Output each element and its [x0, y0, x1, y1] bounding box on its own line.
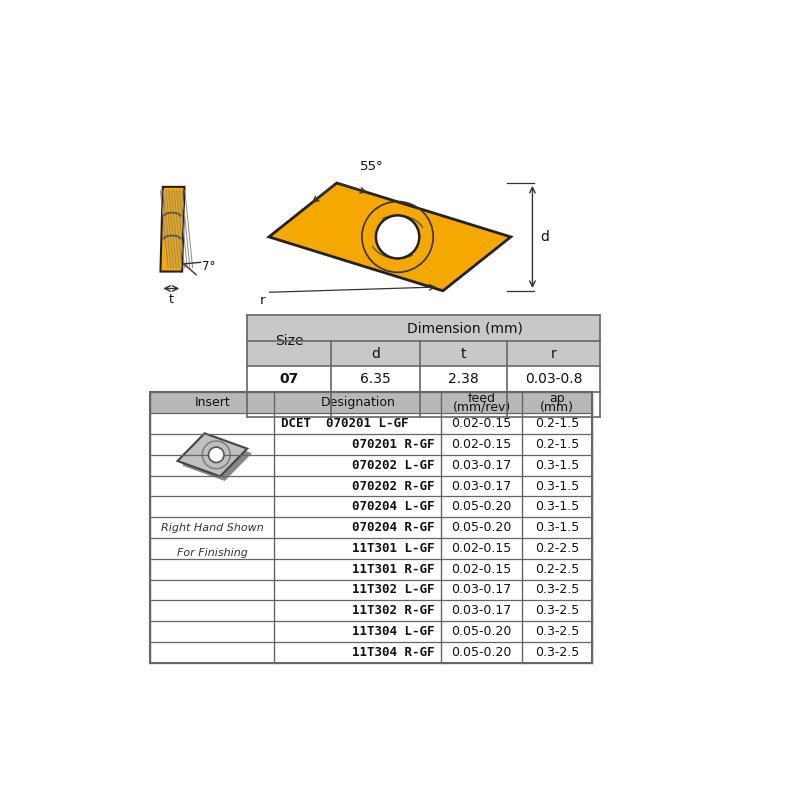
Text: 0.3-2.5: 0.3-2.5 [535, 625, 579, 638]
Text: 0.02-0.15: 0.02-0.15 [451, 542, 512, 555]
Text: 3.97: 3.97 [448, 398, 479, 411]
Text: 11T302 R-GF: 11T302 R-GF [352, 604, 435, 618]
Bar [150, 455, 592, 476]
Text: 0.03-0.8: 0.03-0.8 [525, 398, 582, 411]
Bar [150, 434, 592, 455]
Polygon shape [269, 183, 510, 291]
Text: r: r [260, 294, 266, 306]
Text: 0.2-2.5: 0.2-2.5 [535, 542, 579, 555]
Bar [150, 579, 592, 600]
Text: 11: 11 [279, 398, 299, 411]
Text: 11T302 L-GF: 11T302 L-GF [352, 583, 435, 597]
Bar [247, 341, 600, 366]
Text: 0.2-1.5: 0.2-1.5 [535, 417, 579, 430]
Text: 9.52: 9.52 [360, 398, 391, 411]
Text: t: t [169, 293, 174, 306]
Circle shape [376, 215, 419, 258]
Text: 11T301 R-GF: 11T301 R-GF [352, 562, 435, 576]
Text: 55°: 55° [360, 159, 384, 173]
Bar [150, 538, 592, 558]
Text: t: t [461, 346, 466, 361]
Polygon shape [161, 187, 185, 271]
Text: 0.05-0.20: 0.05-0.20 [451, 646, 512, 659]
Text: feed: feed [468, 392, 496, 405]
Bar [150, 600, 592, 621]
Text: 07: 07 [279, 372, 298, 386]
Text: Right Hand Shown: Right Hand Shown [161, 522, 264, 533]
Text: 11T304 R-GF: 11T304 R-GF [352, 646, 435, 659]
Text: ap: ap [550, 392, 565, 405]
Polygon shape [182, 438, 252, 481]
Polygon shape [178, 434, 247, 476]
Text: 0.02-0.15: 0.02-0.15 [451, 438, 512, 451]
Text: 0.03-0.17: 0.03-0.17 [451, 458, 512, 472]
Text: 070201 R-GF: 070201 R-GF [352, 438, 435, 451]
Text: Size: Size [275, 334, 303, 348]
Bar [150, 476, 592, 496]
Text: r: r [550, 346, 556, 361]
Text: Insert: Insert [194, 396, 230, 410]
Text: 0.2-1.5: 0.2-1.5 [535, 438, 579, 451]
Text: 0.3-1.5: 0.3-1.5 [535, 458, 579, 472]
Text: 0.3-2.5: 0.3-2.5 [535, 646, 579, 659]
Text: 0.03-0.17: 0.03-0.17 [451, 583, 512, 597]
Text: 0.2-2.5: 0.2-2.5 [535, 562, 579, 576]
Text: 0.03-0.8: 0.03-0.8 [525, 372, 582, 386]
Text: Dimension (mm): Dimension (mm) [407, 321, 523, 335]
Text: 0.03-0.17: 0.03-0.17 [451, 604, 512, 618]
Text: 2.38: 2.38 [448, 372, 479, 386]
Text: DCET  070201 L-GF: DCET 070201 L-GF [281, 417, 408, 430]
Text: 7°: 7° [202, 261, 215, 274]
Text: 0.05-0.20: 0.05-0.20 [451, 625, 512, 638]
Text: d: d [540, 230, 549, 244]
Text: 6.35: 6.35 [360, 372, 391, 386]
Text: d: d [371, 346, 380, 361]
Circle shape [209, 447, 224, 462]
Text: (mm/rev): (mm/rev) [453, 401, 511, 414]
Text: 0.02-0.15: 0.02-0.15 [451, 562, 512, 576]
Bar [150, 642, 592, 662]
Text: 070204 L-GF: 070204 L-GF [352, 500, 435, 514]
Text: 0.3-2.5: 0.3-2.5 [535, 583, 579, 597]
Bar [150, 496, 592, 517]
Text: 0.02-0.15: 0.02-0.15 [451, 417, 512, 430]
Bar [150, 517, 592, 538]
Text: (mm): (mm) [540, 401, 574, 414]
Bar [150, 558, 592, 579]
Text: 0.3-1.5: 0.3-1.5 [535, 500, 579, 514]
Text: 070202 L-GF: 070202 L-GF [352, 458, 435, 472]
Text: 0.03-0.17: 0.03-0.17 [451, 479, 512, 493]
Text: 0.3-1.5: 0.3-1.5 [535, 521, 579, 534]
Bar [150, 621, 592, 642]
Text: Designation: Designation [320, 396, 395, 410]
Text: 11T301 L-GF: 11T301 L-GF [352, 542, 435, 555]
Text: 0.3-2.5: 0.3-2.5 [535, 604, 579, 618]
Bar [150, 393, 592, 662]
Bar [247, 392, 600, 417]
Text: 070204 R-GF: 070204 R-GF [352, 521, 435, 534]
Text: 0.05-0.20: 0.05-0.20 [451, 521, 512, 534]
Bar [247, 315, 600, 341]
Bar [150, 393, 592, 414]
Text: For Finishing: For Finishing [177, 547, 248, 558]
Text: 0.3-1.5: 0.3-1.5 [535, 479, 579, 493]
Text: 11T304 L-GF: 11T304 L-GF [352, 625, 435, 638]
Text: 0.05-0.20: 0.05-0.20 [451, 500, 512, 514]
Bar [247, 366, 600, 392]
Bar [150, 414, 592, 434]
Text: 070202 R-GF: 070202 R-GF [352, 479, 435, 493]
